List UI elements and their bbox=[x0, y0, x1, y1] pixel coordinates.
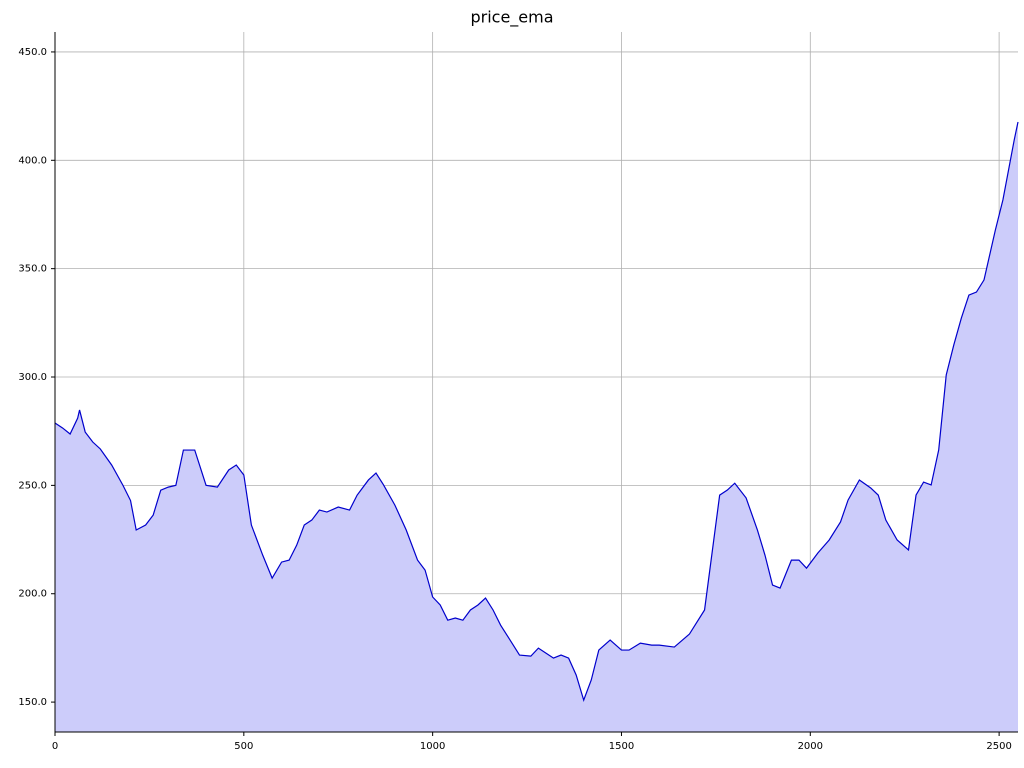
y-tick-label: 450.0 bbox=[18, 47, 47, 58]
x-tick-label: 1000 bbox=[420, 741, 445, 752]
x-tick-label: 2500 bbox=[986, 741, 1011, 752]
y-tick-label: 400.0 bbox=[18, 155, 47, 166]
y-tick-label: 200.0 bbox=[18, 589, 47, 600]
y-tick-label: 150.0 bbox=[18, 697, 47, 708]
x-tick-label: 500 bbox=[234, 741, 253, 752]
chart-title: price_ema bbox=[470, 8, 553, 28]
x-tick-label: 1500 bbox=[609, 741, 634, 752]
price-line bbox=[54, 121, 1019, 703]
area-fill bbox=[55, 121, 1018, 732]
y-tick-label: 350.0 bbox=[18, 264, 47, 275]
y-tick-label: 300.0 bbox=[18, 372, 47, 383]
y-tick-label: 250.0 bbox=[18, 480, 47, 491]
x-tick-label: 2000 bbox=[798, 741, 823, 752]
x-tick-label: 0 bbox=[52, 741, 58, 752]
